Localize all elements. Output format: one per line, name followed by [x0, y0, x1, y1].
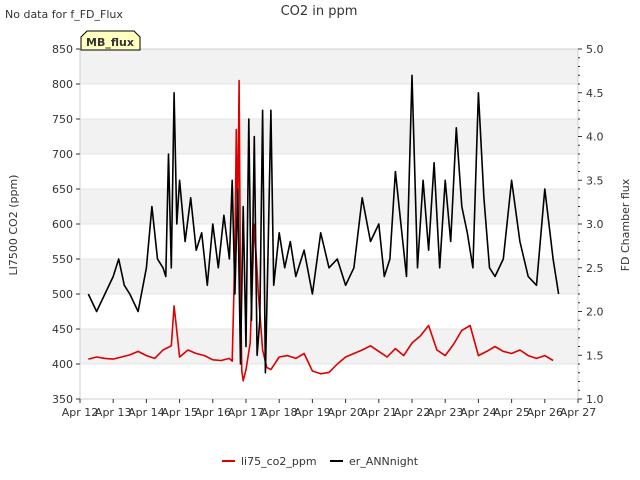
x-tick-label: Apr 24: [460, 406, 497, 419]
y2-tick-label: 3.5: [586, 174, 604, 187]
y2-tick-label: 1.0: [586, 393, 604, 406]
badge-shape: [80, 30, 141, 51]
x-tick-label: Apr 22: [394, 406, 431, 419]
x-tick-label: Apr 25: [493, 406, 530, 419]
x-tick-label: Apr 18: [261, 406, 298, 419]
y-tick-label: 550: [52, 253, 73, 266]
y-tick-label: 800: [52, 78, 73, 91]
legend-label-er-annnight: er_ANNnight: [349, 455, 419, 468]
x-tick-label: Apr 16: [195, 406, 232, 419]
y2-tick-label: 5.0: [586, 43, 604, 56]
y-axis-left: 350 400 450 500 550 600 650 700 750 800 850: [52, 43, 80, 406]
y-axis-right-label: FD Chamber flux: [619, 178, 632, 271]
legend-label-li75-co2-ppm: li75_co2_ppm: [241, 455, 317, 468]
x-tick-label: Apr 12: [62, 406, 99, 419]
x-tick-label: Apr 23: [427, 406, 464, 419]
y-tick-label: 700: [52, 148, 73, 161]
no-data-note: No data for f_FD_Flux: [5, 8, 123, 21]
x-tick-label: Apr 19: [294, 406, 331, 419]
plot-band: [80, 119, 578, 154]
x-tick-label: Apr 14: [128, 406, 165, 419]
x-tick-label: Apr 17: [228, 406, 265, 419]
y-tick-label: 650: [52, 183, 73, 196]
x-tick-label: Apr 13: [95, 406, 132, 419]
y-axis-right: 1.0 1.5 2.0 2.5 3.0 3.5 4.0 4.5 5.0: [578, 43, 604, 406]
y-tick-label: 350: [52, 393, 73, 406]
y-axis-left-label: LI7500 CO2 (ppm): [7, 175, 20, 276]
series-line-er-annnight: [87, 74, 560, 374]
y2-tick-label: 4.0: [586, 131, 604, 144]
y2-tick-label: 3.0: [586, 218, 604, 231]
x-tick-label: Apr 26: [527, 406, 564, 419]
plot-bands: [80, 49, 578, 364]
plot-band: [80, 49, 578, 84]
chart-title: CO2 in ppm: [281, 4, 358, 19]
y2-tick-label: 4.5: [586, 87, 604, 100]
plot-band: [80, 259, 578, 294]
y-tick-label: 450: [52, 323, 73, 336]
legend: li75_co2_ppm er_ANNnight: [222, 455, 419, 468]
y-tick-label: 500: [52, 288, 73, 301]
y-tick-label: 750: [52, 113, 73, 126]
y-tick-label: 600: [52, 218, 73, 231]
x-tick-label: Apr 20: [327, 406, 364, 419]
series-layer: [87, 74, 560, 382]
y-tick-label: 850: [52, 43, 73, 56]
y2-tick-label: 2.5: [586, 262, 604, 275]
y2-tick-label: 1.5: [586, 349, 604, 362]
x-tick-label: Apr 27: [560, 406, 597, 419]
series-line-li75-co2-ppm: [88, 79, 554, 382]
badge-label: MB_flux: [86, 36, 134, 49]
mb-flux-badge: MB_flux: [80, 30, 141, 51]
x-tick-label: Apr 21: [361, 406, 398, 419]
y2-tick-label: 2.0: [586, 306, 604, 319]
x-tick-label: Apr 15: [161, 406, 198, 419]
plot-band: [80, 189, 578, 224]
y-tick-label: 400: [52, 358, 73, 371]
